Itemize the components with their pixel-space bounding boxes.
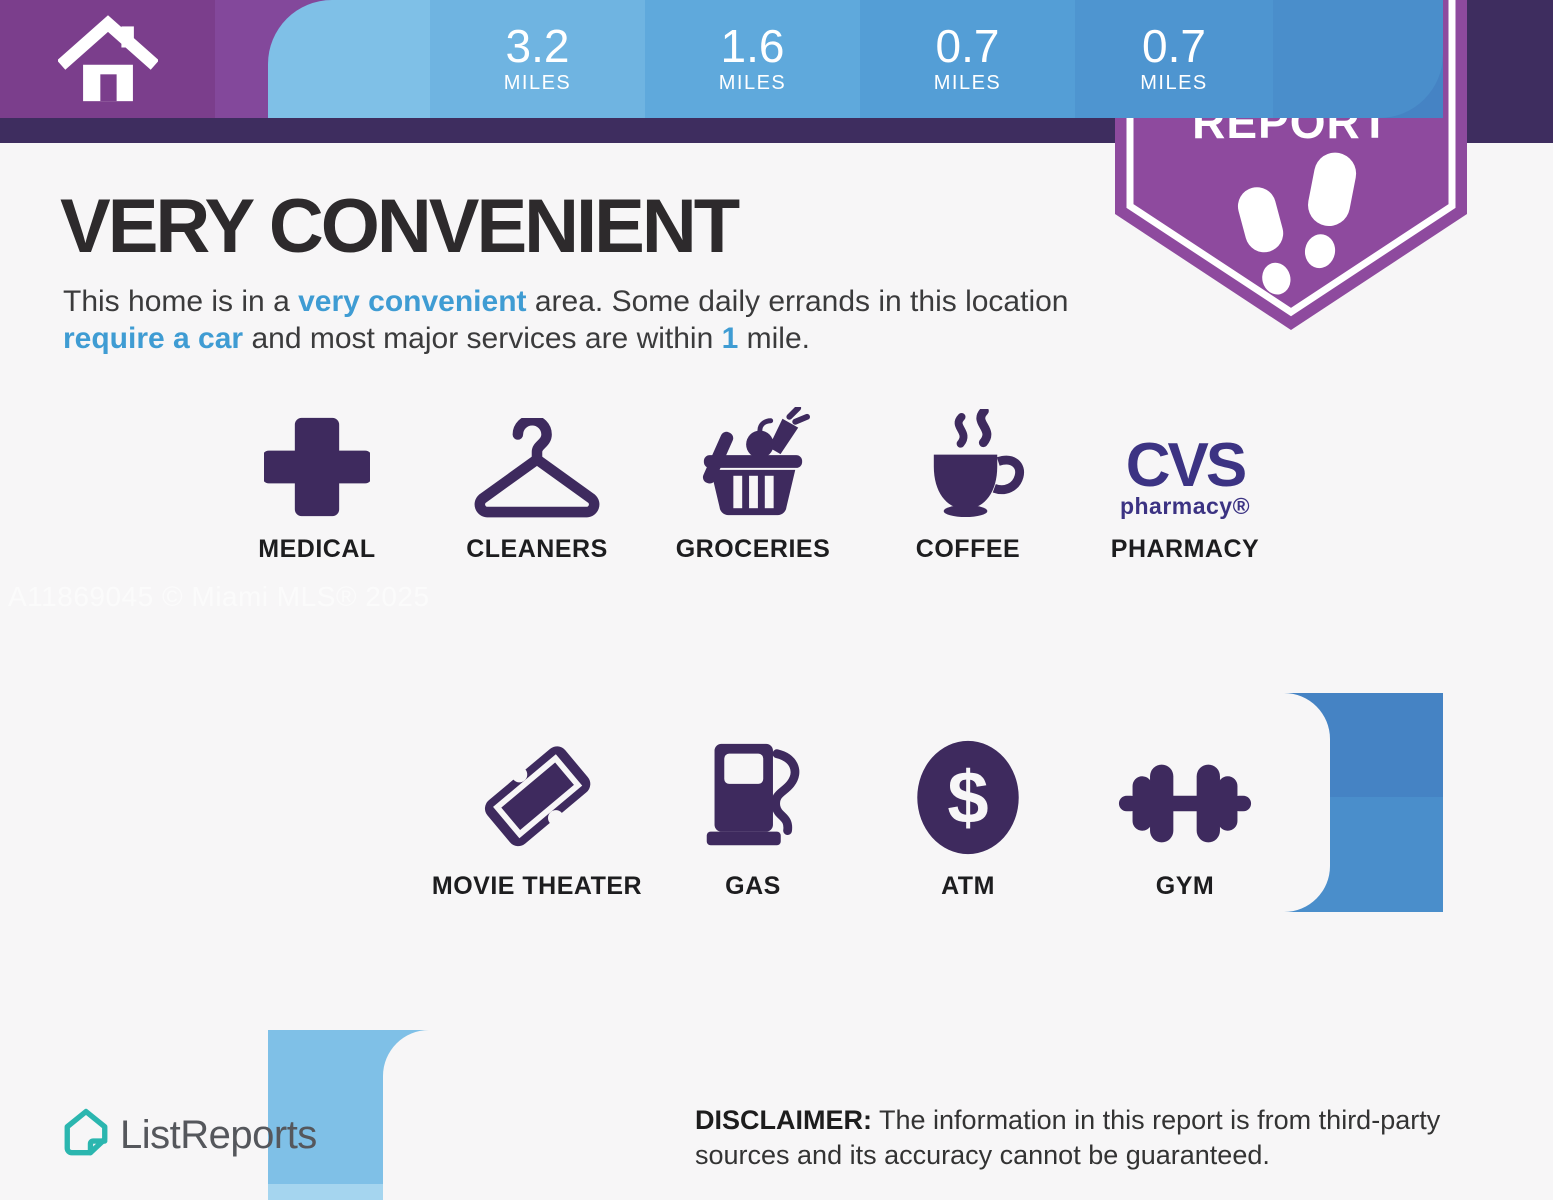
cvs-logo-text: CVS [1125, 431, 1247, 500]
summary-highlight: 1 [721, 322, 739, 355]
service-label: MEDICAL [258, 535, 376, 563]
summary-text: This home is in a very convenient area. … [63, 283, 1103, 357]
service-label: GROCERIES [675, 535, 831, 563]
dollar-sign: $ [947, 756, 988, 839]
medical-cross-icon [197, 405, 437, 520]
coffee-cup-icon [848, 405, 1088, 520]
summary-part: and most major services are within [243, 322, 722, 355]
service-gas: GAS [633, 742, 873, 901]
summary-part: area. Some daily errands in this locatio… [526, 285, 1069, 318]
listreports-icon [62, 1108, 110, 1158]
service-label: PHARMACY [1110, 535, 1260, 563]
distance-unit: MILES [718, 72, 787, 94]
band-connector-right [1330, 693, 1443, 797]
footprints-icon [1237, 152, 1357, 295]
service-label: ATM [941, 872, 995, 900]
distance-cell: 1.6 MILES [645, 0, 860, 118]
page-title: VERY CONVENIENT [60, 184, 740, 269]
movie-ticket-icon [417, 742, 657, 857]
service-medical: MEDICAL [197, 405, 437, 564]
distance-band-row2: 3.2 MILES 1.6 MILES 0.7 MILES 0.7 MILES [268, 0, 1443, 118]
distance-cell: 0.7 MILES [1075, 0, 1273, 118]
service-gym: GYM [1065, 742, 1305, 901]
cvs-logo-subtext: pharmacy® [1119, 493, 1251, 519]
disclaimer-label: DISCLAIMER: [695, 1105, 872, 1135]
cvs-pharmacy-logo: CVS pharmacy® [1065, 405, 1305, 520]
hanger-icon [417, 405, 657, 520]
service-label: CLEANERS [466, 535, 608, 563]
distance-cell: 0.7 MILES [860, 0, 1075, 118]
band-connector-left-end [268, 1184, 383, 1200]
summary-part: This home is in a [63, 285, 299, 318]
service-coffee: COFFEE [848, 405, 1088, 564]
distance-value: 0.7 [1142, 20, 1206, 72]
service-pharmacy: CVS pharmacy® PHARMACY [1065, 405, 1305, 564]
summary-part: mile. [738, 322, 810, 355]
band-inner-corner [1284, 866, 1330, 912]
disclaimer: DISCLAIMER: The information in this repo… [695, 1103, 1495, 1173]
band-corner [1273, 0, 1443, 118]
atm-icon: $ [848, 740, 1088, 857]
house-icon [57, 15, 158, 102]
band-inner-corner [1284, 693, 1330, 739]
distance-value: 1.6 [720, 20, 785, 72]
service-cleaners: CLEANERS [417, 405, 657, 564]
mls-watermark: A11869045 © Miami MLS® 2025 [8, 581, 430, 612]
distance-unit: MILES [933, 72, 1002, 94]
band-corner [268, 0, 430, 118]
dumbbell-icon [1065, 742, 1305, 857]
distance-unit: MILES [503, 72, 572, 94]
service-label: MOVIE THEATER [431, 872, 643, 900]
distance-value: 0.7 [935, 20, 1000, 72]
service-label: GYM [1155, 872, 1215, 900]
band-connector-right [1330, 797, 1443, 912]
service-movie-theater: MOVIE THEATER [417, 742, 657, 901]
distance-cell: 3.2 MILES [430, 0, 645, 118]
distance-unit: MILES [1140, 72, 1208, 94]
band-connector-left [268, 1030, 383, 1200]
summary-highlight: very convenient [298, 285, 527, 318]
gas-pump-icon [633, 742, 873, 857]
disclaimer-text: The information in this report is from t… [695, 1105, 1441, 1170]
band-home-cell [0, 0, 215, 118]
service-label: GAS [725, 872, 781, 900]
service-groceries: GROCERIES [633, 405, 873, 564]
distance-value: 3.2 [505, 20, 570, 72]
grocery-basket-icon [633, 405, 873, 520]
service-atm: $ ATM [848, 740, 1088, 901]
summary-highlight: require a car [63, 322, 244, 355]
band-inner-corner [383, 1030, 429, 1076]
service-label: COFFEE [915, 535, 1021, 563]
listreports-wordmark: ListReports [120, 1113, 317, 1157]
